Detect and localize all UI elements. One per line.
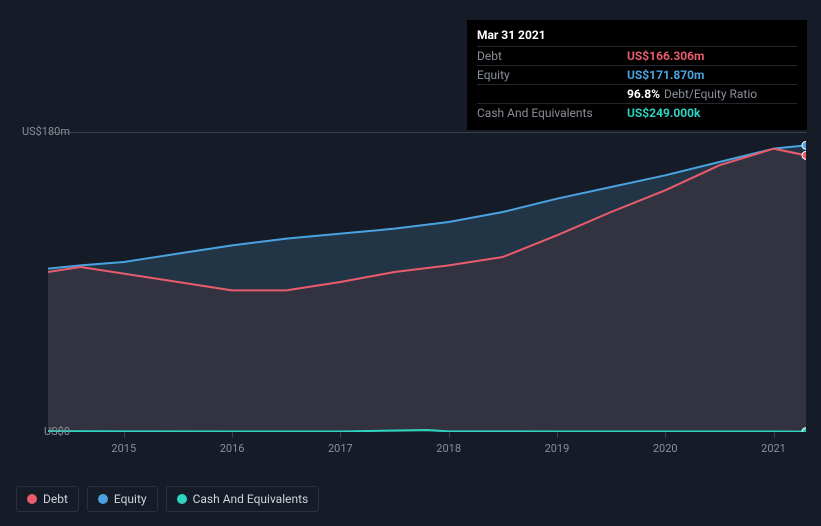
chart-legend: Debt Equity Cash And Equivalents	[16, 486, 319, 512]
tooltip-row-value: US$171.870m	[627, 68, 704, 82]
legend-item[interactable]: Cash And Equivalents	[166, 486, 320, 512]
legend-swatch	[98, 494, 108, 504]
x-axis-tick	[665, 432, 666, 438]
series-area	[48, 149, 806, 432]
tooltip-row-value: US$166.306m	[627, 49, 704, 63]
tooltip-date: Mar 31 2021	[477, 26, 797, 46]
tooltip-row-label: Equity	[477, 68, 627, 82]
y-axis-label: US$0	[16, 425, 70, 438]
x-axis-label: 2018	[436, 442, 461, 455]
x-axis-tick	[340, 432, 341, 438]
legend-label: Equity	[114, 492, 147, 506]
tooltip-row: DebtUS$166.306m	[477, 46, 797, 65]
tooltip-row-value: US$249.000k	[627, 106, 700, 120]
tooltip-row: EquityUS$171.870m	[477, 65, 797, 84]
tooltip-row-label: Cash And Equivalents	[477, 106, 627, 120]
legend-item[interactable]: Equity	[87, 486, 158, 512]
x-axis-tick	[449, 432, 450, 438]
series-end-marker	[802, 151, 806, 159]
legend-item[interactable]: Debt	[16, 486, 79, 512]
legend-swatch	[177, 494, 187, 504]
x-axis-tick	[557, 432, 558, 438]
chart-tooltip: Mar 31 2021 DebtUS$166.306mEquityUS$171.…	[467, 20, 807, 130]
tooltip-row-value: 96.8%Debt/Equity Ratio	[627, 87, 757, 101]
x-axis-label: 2017	[328, 442, 353, 455]
series-end-marker	[802, 141, 806, 149]
x-axis-tick	[124, 432, 125, 438]
x-axis-label: 2020	[653, 442, 678, 455]
chart-x-axis: 2015 2016 2017 2018 2019 2020 2021	[48, 442, 806, 460]
legend-label: Debt	[43, 492, 68, 506]
x-axis-label: 2016	[220, 442, 245, 455]
y-axis-label: US$180m	[16, 125, 70, 138]
x-axis-label: 2015	[111, 442, 136, 455]
legend-swatch	[27, 494, 37, 504]
legend-label: Cash And Equivalents	[193, 492, 309, 506]
tooltip-row-suffix: Debt/Equity Ratio	[664, 87, 757, 101]
tooltip-row-label	[477, 87, 627, 101]
chart-plot-area[interactable]	[48, 132, 806, 432]
x-axis-label: 2021	[761, 442, 786, 455]
tooltip-row: 96.8%Debt/Equity Ratio	[477, 84, 797, 103]
debt-equity-chart: US$0 US$180m 2015 2016 2017 2018 2019 2020 2021	[16, 120, 806, 460]
tooltip-row-label: Debt	[477, 49, 627, 63]
x-axis-label: 2019	[545, 442, 570, 455]
x-axis-tick	[232, 432, 233, 438]
x-axis-tick	[774, 432, 775, 438]
